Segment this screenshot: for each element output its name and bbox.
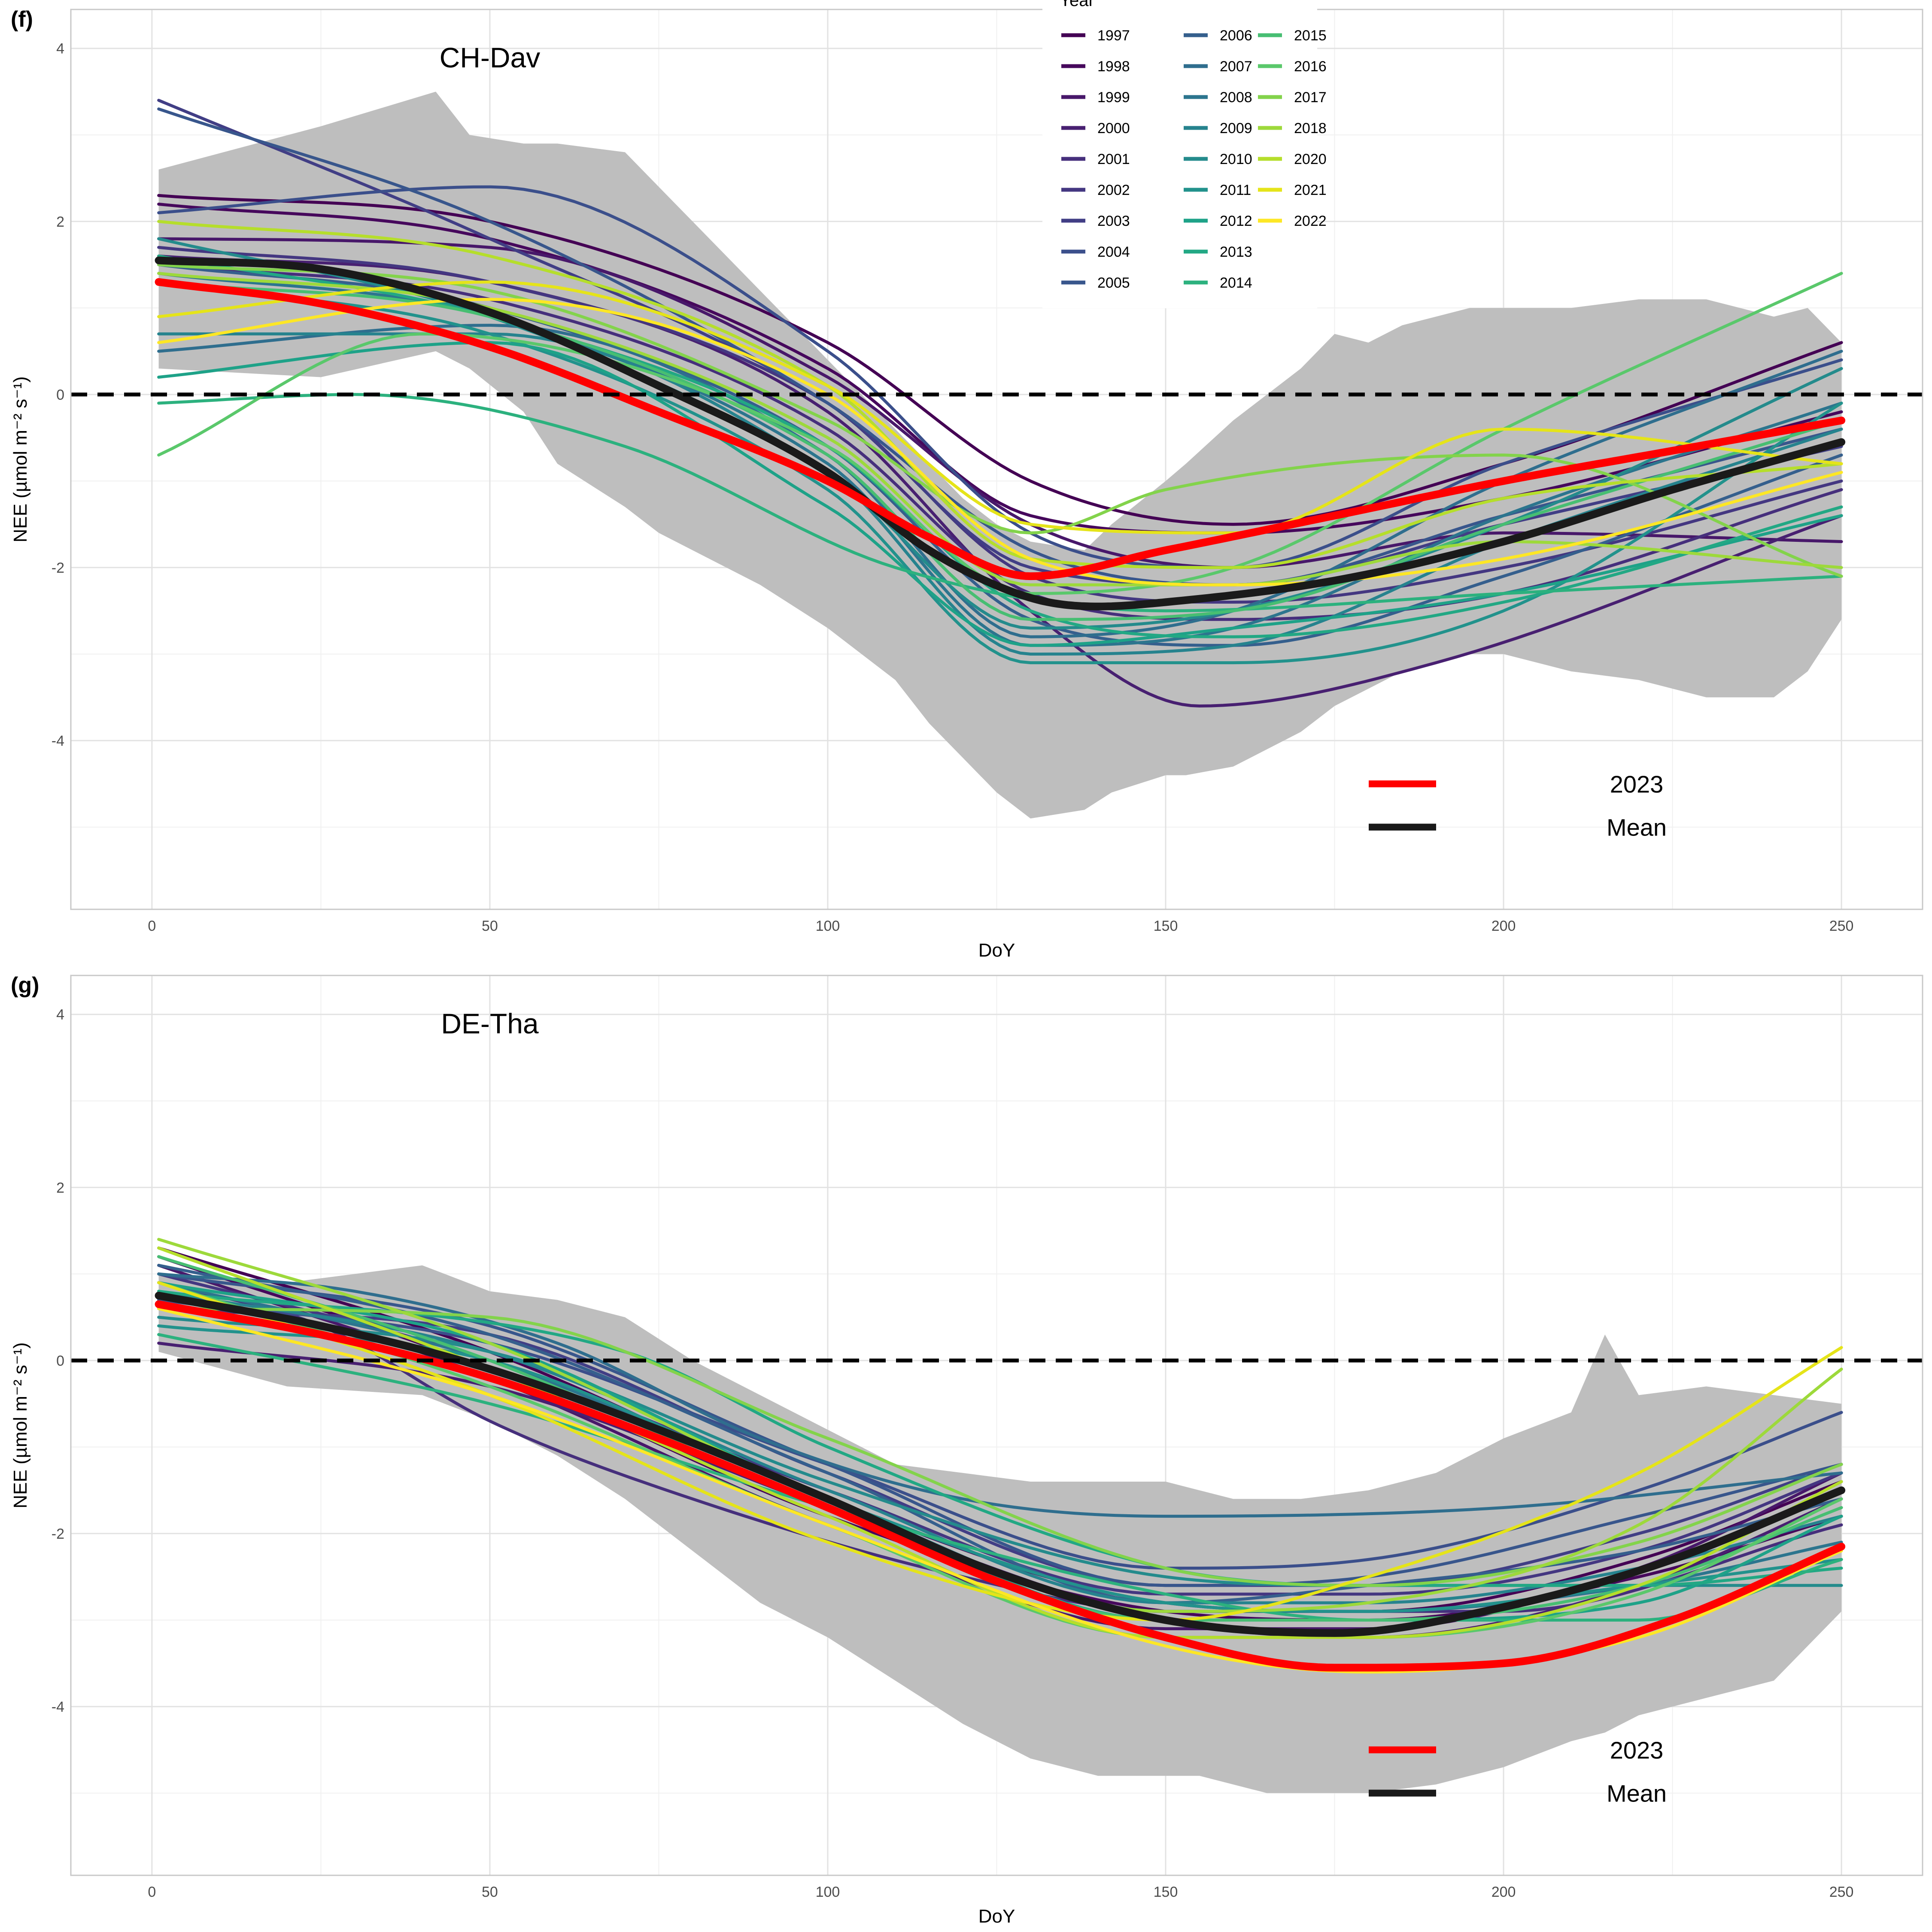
x-tick-label: 250 <box>1829 918 1854 934</box>
x-tick-label: 50 <box>482 1884 498 1900</box>
series-line-2014 <box>157 1333 1843 1622</box>
x-tick-label: 150 <box>1154 918 1178 934</box>
panel-f: 0 50 100 150 200 250 -4 -2 0 2 4 DoY NEE (µmol m⁻² s… <box>10 0 1923 961</box>
x-tick-label: 200 <box>1492 1884 1516 1900</box>
legend-label-2017: 2017 <box>1294 89 1327 106</box>
series-line-2015 <box>157 280 1843 621</box>
x-axis-title: DoY <box>978 1906 1015 1927</box>
site-label: DE-Tha <box>441 1008 539 1039</box>
x-tick-label: 50 <box>482 918 498 934</box>
legend-label-2023: 2023 <box>1610 771 1664 798</box>
legend-label-2006: 2006 <box>1220 27 1252 44</box>
x-tick-label: 150 <box>1154 1884 1178 1900</box>
year-legend-title: Year <box>1060 0 1094 10</box>
legend-label-2001: 2001 <box>1097 151 1130 167</box>
legend-label-2010: 2010 <box>1220 151 1252 167</box>
plot-area <box>71 91 1923 819</box>
legend-label-2015: 2015 <box>1294 27 1327 44</box>
plot-area <box>71 1238 1923 1793</box>
series-line-2017 <box>157 263 1843 578</box>
year-legend: Year 1997 1998 1999 2000 2001 2002 2003 2004 2005… <box>1042 0 1327 308</box>
series-line-2022 <box>157 1307 1843 1674</box>
mean-line <box>155 1291 1846 1637</box>
series-line-2017 <box>157 1307 1843 1587</box>
y-tick-label: 4 <box>56 41 64 57</box>
y-tick-label: -4 <box>52 1699 64 1715</box>
x-tick-label: 0 <box>148 1884 156 1900</box>
y-tick-label: -2 <box>52 560 64 576</box>
highlight-line-2023 <box>155 1300 1846 1672</box>
x-axis-title: DoY <box>978 940 1015 961</box>
series-line-2022 <box>157 298 1843 586</box>
series-line-2018 <box>157 1238 1843 1613</box>
y-axis-title: NEE (µmol m⁻² s⁻¹) <box>10 1342 31 1508</box>
legend-label-2004: 2004 <box>1097 244 1130 260</box>
legend-label-2013: 2013 <box>1220 244 1252 260</box>
series-line-2021 <box>157 280 1843 535</box>
y-tick-label: -2 <box>52 1526 64 1542</box>
y-tick-label: 0 <box>56 1353 64 1369</box>
mean-line <box>155 256 1846 611</box>
legend-label-1997: 1997 <box>1097 27 1130 44</box>
legend-label-mean: Mean <box>1607 814 1667 841</box>
legend-label-mean: Mean <box>1607 1780 1667 1807</box>
legend-label-2012: 2012 <box>1220 213 1252 229</box>
y-tick-label: -4 <box>52 733 64 749</box>
series-line-2007 <box>157 1272 1843 1518</box>
range-band <box>158 91 1842 819</box>
x-tick-label: 0 <box>148 918 156 934</box>
legend-label-2023: 2023 <box>1610 1737 1664 1764</box>
legend-label-2016: 2016 <box>1294 58 1327 75</box>
y-tick-label: 4 <box>56 1007 64 1023</box>
site-label: CH-Dav <box>440 42 541 73</box>
x-tick-label: 200 <box>1492 918 1516 934</box>
legend-label-2011: 2011 <box>1220 182 1251 198</box>
panel-label: (f) <box>11 7 33 32</box>
legend-label-2021: 2021 <box>1294 182 1327 198</box>
panel-frame <box>70 975 1923 1876</box>
panel-g: 0 50 100 150 200 250 -4 -2 0 2 4 DoY NEE (µmol m⁻² s… <box>10 973 1923 1927</box>
y-tick-label: 2 <box>56 214 64 230</box>
legend-label-2020: 2020 <box>1294 151 1327 167</box>
y-tick-label: 2 <box>56 1180 64 1196</box>
legend-label-2009: 2009 <box>1220 120 1252 137</box>
x-tick-label: 250 <box>1829 1884 1854 1900</box>
y-axis-title: NEE (µmol m⁻² s⁻¹) <box>10 376 31 542</box>
legend-label-2000: 2000 <box>1097 120 1130 137</box>
legend-label-2005: 2005 <box>1097 275 1130 291</box>
series-line-2011 <box>157 280 1843 665</box>
legend-label-2014: 2014 <box>1220 275 1252 291</box>
y-tick-label: 0 <box>56 387 64 403</box>
legend-label-2007: 2007 <box>1220 58 1252 75</box>
panel-frame <box>70 9 1923 910</box>
series-line-2014 <box>157 393 1843 613</box>
legend-label-2002: 2002 <box>1097 182 1130 198</box>
legend-label-2018: 2018 <box>1294 120 1327 137</box>
legend-label-2022: 2022 <box>1294 213 1327 229</box>
panel-label: (g) <box>11 973 39 998</box>
legend-label-1999: 1999 <box>1097 89 1130 106</box>
year-legend-bg <box>1042 0 1317 308</box>
legend-label-2003: 2003 <box>1097 213 1130 229</box>
x-tick-label: 100 <box>816 1884 840 1900</box>
legend-label-2008: 2008 <box>1220 89 1252 106</box>
x-tick-label: 100 <box>816 918 840 934</box>
series-line-2005 <box>157 1272 1843 1587</box>
legend-label-1998: 1998 <box>1097 58 1130 75</box>
highlight-line-2023 <box>155 278 1846 580</box>
